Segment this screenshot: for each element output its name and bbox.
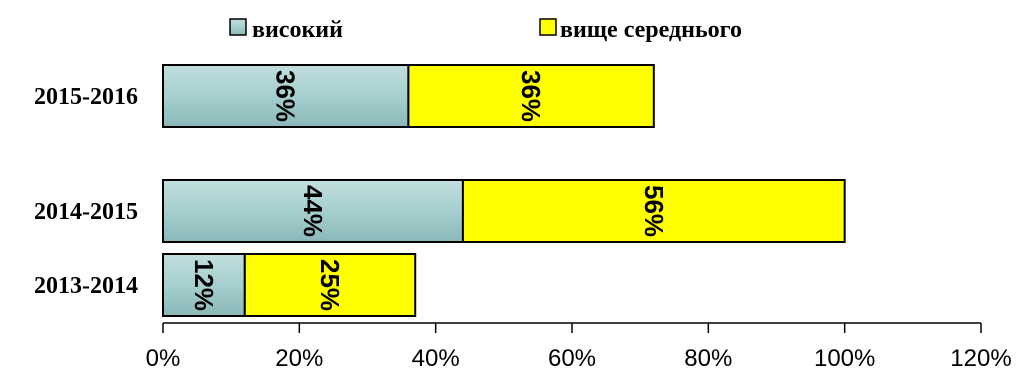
category-label-2013-2014: 2013-2014 (34, 273, 138, 299)
legend-label-2: вище середнього (560, 17, 742, 43)
bar-high-2015-2016 (162, 64, 410, 128)
data-labels: 36% 36% 44% 56% 12% 25% (189, 70, 669, 311)
data-label-high-2013-2014: 12% (189, 259, 219, 311)
x-axis: 0% 20% 40% 60% 80% 100% 120% (146, 322, 1012, 372)
x-tick-label-0: 0% (146, 345, 181, 372)
x-tick-label-5: 100% (814, 345, 875, 372)
bar-high-2014-2015 (162, 179, 464, 243)
x-tick-label-1: 20% (275, 345, 323, 372)
legend-label-1: високий (252, 17, 343, 43)
x-tick-label-2: 40% (412, 345, 460, 372)
legend-swatch-2 (539, 18, 557, 36)
bar-high-2013-2014 (162, 253, 246, 317)
bar-above-average-2014-2015 (461, 179, 846, 243)
data-label-above-average-2014-2015: 56% (639, 185, 669, 237)
data-label-above-average-2013-2014: 25% (315, 259, 345, 311)
category-label-2015-2016: 2015-2016 (34, 84, 138, 110)
bar-above-average-2015-2016 (407, 64, 655, 128)
x-tick-label-6: 120% (950, 345, 1011, 372)
bars (162, 64, 846, 317)
category-axis: 2015-2016 2014-2015 2013-2014 (34, 84, 138, 299)
bar-above-average-2013-2014 (243, 253, 417, 317)
category-label-2014-2015: 2014-2015 (34, 199, 138, 225)
x-tick-label-4: 80% (684, 345, 732, 372)
data-label-above-average-2015-2016: 36% (516, 70, 546, 122)
x-tick-label-3: 60% (548, 345, 596, 372)
legend: високий вище середнього (229, 17, 742, 43)
data-label-high-2014-2015: 44% (298, 185, 328, 237)
data-label-high-2015-2016: 36% (271, 70, 301, 122)
legend-swatch-1 (229, 18, 247, 36)
